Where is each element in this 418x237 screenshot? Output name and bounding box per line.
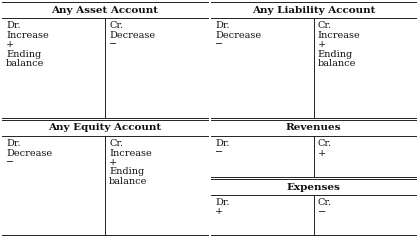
Text: +: + [318, 149, 326, 158]
Text: Any Liability Account: Any Liability Account [252, 5, 375, 14]
Text: Dr.: Dr. [6, 139, 20, 148]
Text: −: − [318, 208, 326, 217]
Text: Increase: Increase [6, 31, 49, 40]
Text: Cr.: Cr. [318, 139, 331, 148]
Text: −: − [109, 40, 117, 49]
Text: Any Equity Account: Any Equity Account [48, 123, 162, 132]
Text: Any Asset Account: Any Asset Account [51, 5, 158, 14]
Text: Dr.: Dr. [215, 198, 229, 207]
Text: Ending: Ending [6, 50, 41, 59]
Text: Dr.: Dr. [215, 139, 229, 148]
Text: −: − [6, 158, 14, 167]
Text: Ending: Ending [109, 168, 144, 177]
Text: Decrease: Decrease [215, 31, 261, 40]
Text: balance: balance [318, 59, 356, 68]
Text: Increase: Increase [318, 31, 360, 40]
Text: Cr.: Cr. [109, 139, 123, 148]
Text: +: + [318, 40, 326, 49]
Text: Expenses: Expenses [287, 182, 340, 191]
Text: Revenues: Revenues [286, 123, 341, 132]
Text: Decrease: Decrease [6, 149, 52, 158]
Text: −: − [215, 149, 223, 158]
Text: Ending: Ending [318, 50, 353, 59]
Text: balance: balance [109, 177, 148, 186]
Text: Increase: Increase [109, 149, 152, 158]
Text: Cr.: Cr. [318, 21, 331, 30]
Text: Decrease: Decrease [109, 31, 155, 40]
Text: +: + [109, 158, 117, 167]
Text: balance: balance [6, 59, 44, 68]
Text: Cr.: Cr. [109, 21, 123, 30]
Text: Dr.: Dr. [6, 21, 20, 30]
Text: +: + [6, 40, 14, 49]
Text: Cr.: Cr. [318, 198, 331, 207]
Text: Dr.: Dr. [215, 21, 229, 30]
Text: +: + [215, 208, 223, 217]
Text: −: − [215, 40, 223, 49]
